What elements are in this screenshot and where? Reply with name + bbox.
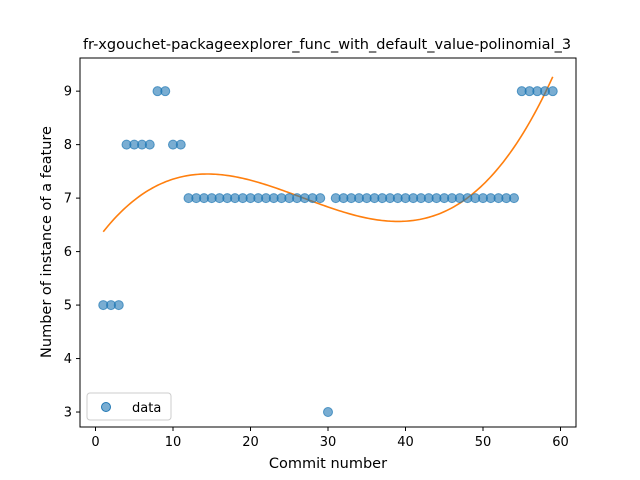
legend: data [86, 392, 172, 421]
y-tick-label: 9 [64, 85, 72, 100]
y-tick-label: 8 [64, 138, 72, 153]
fit-curve-layer [102, 76, 554, 233]
x-tick-label: 10 [165, 435, 182, 450]
y-tick-label: 4 [64, 352, 72, 367]
chart-title: fr-xgouchet-packageexplorer_func_with_de… [83, 37, 571, 53]
x-tick-label: 0 [91, 435, 99, 450]
plot-area [80, 58, 576, 427]
y-tick-label: 7 [64, 192, 72, 207]
x-tick-label: 30 [320, 435, 337, 450]
legend-box [86, 392, 172, 421]
x-tick-label: 50 [475, 435, 492, 450]
y-tick-label: 5 [64, 299, 72, 314]
x-axis-label: Commit number [269, 456, 387, 472]
legend-label-data: data [132, 401, 161, 416]
y-axis-ticks: 3 4 5 6 7 8 9 [64, 85, 80, 421]
data-point [144, 139, 155, 150]
data-point [160, 86, 171, 97]
data-point [113, 300, 124, 311]
data-point [509, 193, 519, 204]
x-axis-ticks: 0 10 20 30 40 50 60 [91, 427, 569, 450]
data-point [547, 86, 558, 97]
y-axis-label: Number of instance of a feature [39, 126, 55, 358]
x-tick-label: 60 [552, 435, 569, 450]
data-point [323, 407, 333, 418]
data-points-layer [98, 86, 558, 418]
data-point [175, 139, 186, 150]
data-point [315, 193, 326, 204]
y-tick-label: 3 [64, 406, 72, 421]
legend-marker-data [101, 402, 111, 412]
fit-curve-line [102, 76, 554, 233]
y-tick-label: 6 [64, 245, 72, 260]
x-tick-label: 20 [242, 435, 259, 450]
x-tick-label: 40 [397, 435, 414, 450]
